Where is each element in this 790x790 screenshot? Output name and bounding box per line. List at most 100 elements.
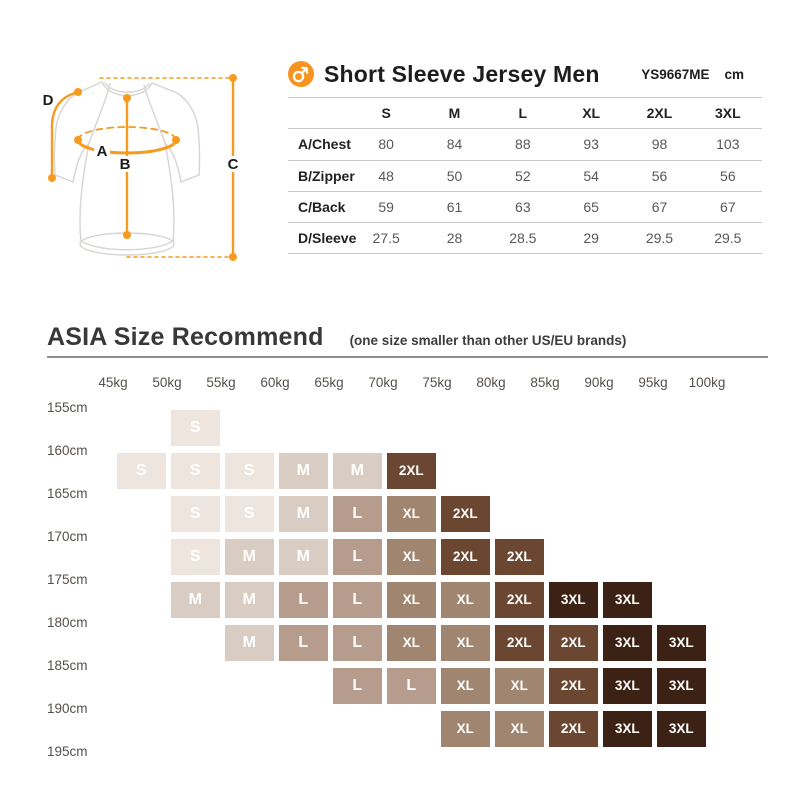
grid-size-cell: L xyxy=(333,667,382,704)
asia-size-subheading: (one size smaller than other US/EU brand… xyxy=(349,333,627,348)
height-axis-label: 185cm xyxy=(47,658,88,673)
measurement-row-label: B/Zipper xyxy=(288,159,355,192)
measurement-value: 56 xyxy=(693,159,762,192)
grid-size-cell: S xyxy=(171,409,220,446)
grid-size-cell: 3XL xyxy=(603,667,652,704)
product-header: Short Sleeve Jersey Men YS9667ME cm xyxy=(288,57,762,91)
product-code: YS9667ME xyxy=(641,66,710,82)
grid-size-cell: XL xyxy=(387,538,436,575)
weight-axis-label: 80kg xyxy=(476,375,506,390)
grid-size-cell: L xyxy=(333,495,382,532)
grid-size-cell: 2XL xyxy=(387,452,436,489)
measure-labels: D A B C xyxy=(43,92,242,173)
grid-size-cell: 3XL xyxy=(657,624,706,661)
measurement-value: 98 xyxy=(625,128,694,161)
grid-size-cell: M xyxy=(171,581,220,618)
weight-axis-label: 90kg xyxy=(584,375,614,390)
grid-size-cell: L xyxy=(333,581,382,618)
recommend-header: ASIA Size Recommend (one size smaller th… xyxy=(47,323,626,352)
grid-size-cell: 2XL xyxy=(549,667,598,704)
measurement-value: 56 xyxy=(625,159,694,192)
grid-size-cell: M xyxy=(333,452,382,489)
measurement-value: 93 xyxy=(556,128,626,161)
grid-size-cell: 2XL xyxy=(441,495,490,532)
grid-size-cell: 2XL xyxy=(549,624,598,661)
measurement-value: 103 xyxy=(693,128,762,161)
measurement-endpoints xyxy=(48,74,237,261)
weight-axis-label: 75kg xyxy=(422,375,452,390)
grid-size-cell: 2XL xyxy=(495,624,544,661)
grid-size-cell: M xyxy=(225,624,274,661)
height-axis-label: 195cm xyxy=(47,744,88,759)
measurement-row: C/Back 59 61 63 65 67 67 xyxy=(288,190,762,223)
grid-size-cell: 2XL xyxy=(549,710,598,747)
measurement-value: 28.5 xyxy=(488,222,557,255)
heading-divider xyxy=(47,356,768,358)
measurement-row: A/Chest 80 84 88 93 98 103 xyxy=(288,128,762,161)
grid-size-cell: XL xyxy=(387,581,436,618)
measurement-value: 88 xyxy=(488,128,557,161)
grid-size-cell: 2XL xyxy=(441,538,490,575)
grid-size-cell: S xyxy=(171,452,220,489)
measure-label-c: C xyxy=(228,156,239,173)
grid-size-cell: 2XL xyxy=(495,581,544,618)
measurement-value: 29.5 xyxy=(693,222,762,255)
measurement-value: 28 xyxy=(420,222,489,255)
weight-axis-label: 55kg xyxy=(206,375,236,390)
measurement-row: B/Zipper 48 50 52 54 56 56 xyxy=(288,159,762,192)
table-corner-cell xyxy=(288,96,352,129)
grid-size-cell: M xyxy=(225,581,274,618)
grid-size-cell: M xyxy=(225,538,274,575)
grid-size-cell: M xyxy=(279,495,328,532)
size-column-header: M xyxy=(420,96,489,129)
grid-size-cell: 3XL xyxy=(603,581,652,618)
grid-size-cell: S xyxy=(225,495,274,532)
height-axis-label: 160cm xyxy=(47,443,88,458)
d-sleeve-measure-line xyxy=(50,90,80,180)
grid-size-cell: S xyxy=(117,452,166,489)
grid-size-cell: L xyxy=(333,624,382,661)
measurement-value: 48 xyxy=(352,159,421,192)
measurement-value: 54 xyxy=(556,159,626,192)
height-axis-label: 175cm xyxy=(47,572,88,587)
weight-axis-label: 45kg xyxy=(98,375,128,390)
grid-size-cell: S xyxy=(171,538,220,575)
grid-size-cell: XL xyxy=(441,624,490,661)
grid-size-cell: L xyxy=(279,624,328,661)
measurement-value: 67 xyxy=(693,190,762,223)
measure-label-a: A xyxy=(97,143,108,160)
grid-size-cell: 3XL xyxy=(657,710,706,747)
product-title: Short Sleeve Jersey Men xyxy=(324,60,600,87)
size-table: S M L XL 2XL 3XL A/Chest 80 84 88 93 98 103 B/Zipper 4… xyxy=(288,96,762,255)
grid-size-cell: S xyxy=(171,495,220,532)
measure-label-b: B xyxy=(120,156,131,173)
measurement-value: 80 xyxy=(352,128,421,161)
weight-axis-label: 70kg xyxy=(368,375,398,390)
male-icon xyxy=(288,61,314,87)
grid-size-cell: XL xyxy=(441,710,490,747)
weight-axis-label: 100kg xyxy=(688,375,726,390)
measurement-value: 59 xyxy=(352,190,421,223)
size-column-header: XL xyxy=(556,96,626,129)
height-axis-label: 190cm xyxy=(47,701,88,716)
weight-axis-label: 60kg xyxy=(260,375,290,390)
measurement-value: 61 xyxy=(420,190,489,223)
grid-size-cell: L xyxy=(279,581,328,618)
size-column-header: 2XL xyxy=(625,96,694,129)
measurement-value: 29 xyxy=(556,222,626,255)
unit-label: cm xyxy=(724,66,744,82)
size-column-header: 3XL xyxy=(693,96,762,129)
grid-size-cell: L xyxy=(387,667,436,704)
weight-axis-label: 95kg xyxy=(638,375,668,390)
measurement-value: 50 xyxy=(420,159,489,192)
measurement-value: 27.5 xyxy=(352,222,421,255)
measurement-row-label: D/Sleeve xyxy=(288,222,356,255)
asia-size-heading: ASIA Size Recommend xyxy=(47,323,324,351)
table-header-row: S M L XL 2XL 3XL xyxy=(288,96,762,129)
grid-size-cell: 3XL xyxy=(603,624,652,661)
grid-size-cell: XL xyxy=(441,667,490,704)
grid-size-cell: 2XL xyxy=(495,538,544,575)
grid-size-cell: L xyxy=(333,538,382,575)
